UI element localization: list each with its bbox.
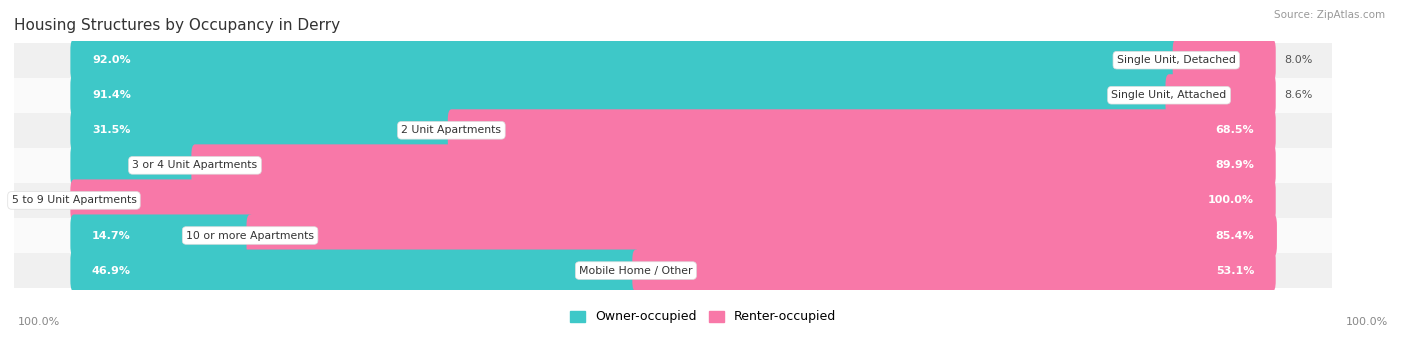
Legend: Owner-occupied, Renter-occupied: Owner-occupied, Renter-occupied [565,306,841,328]
Text: 85.4%: 85.4% [1216,231,1254,240]
FancyBboxPatch shape [70,39,1180,81]
FancyBboxPatch shape [14,148,1331,183]
Text: Source: ZipAtlas.com: Source: ZipAtlas.com [1274,10,1385,20]
Text: 10 or more Apartments: 10 or more Apartments [186,231,314,240]
FancyBboxPatch shape [14,218,1331,253]
FancyBboxPatch shape [70,214,253,256]
FancyBboxPatch shape [633,250,1275,292]
Text: Housing Structures by Occupancy in Derry: Housing Structures by Occupancy in Derry [14,18,340,33]
Text: 100.0%: 100.0% [18,317,60,327]
Text: 10.1%: 10.1% [148,160,183,170]
FancyBboxPatch shape [447,109,1275,151]
FancyBboxPatch shape [14,113,1331,148]
FancyBboxPatch shape [70,179,1275,222]
Text: 8.0%: 8.0% [1284,55,1312,65]
FancyBboxPatch shape [246,214,1277,256]
Text: 14.7%: 14.7% [91,231,131,240]
FancyBboxPatch shape [1173,39,1275,81]
FancyBboxPatch shape [14,43,1331,78]
Text: 68.5%: 68.5% [1216,125,1254,135]
FancyBboxPatch shape [70,144,198,187]
Text: 100.0%: 100.0% [1208,195,1254,205]
Text: 46.9%: 46.9% [91,266,131,276]
FancyBboxPatch shape [14,253,1331,288]
Text: 100.0%: 100.0% [1346,317,1388,327]
Text: 3 or 4 Unit Apartments: 3 or 4 Unit Apartments [132,160,257,170]
Text: 8.6%: 8.6% [1284,90,1312,100]
FancyBboxPatch shape [191,144,1275,187]
Text: Single Unit, Attached: Single Unit, Attached [1112,90,1226,100]
FancyBboxPatch shape [1166,74,1275,116]
FancyBboxPatch shape [70,250,640,292]
FancyBboxPatch shape [14,183,1331,218]
FancyBboxPatch shape [14,78,1331,113]
Text: 2 Unit Apartments: 2 Unit Apartments [401,125,502,135]
Text: 31.5%: 31.5% [91,125,131,135]
FancyBboxPatch shape [70,74,1173,116]
Text: 5 to 9 Unit Apartments: 5 to 9 Unit Apartments [11,195,136,205]
Text: Mobile Home / Other: Mobile Home / Other [579,266,693,276]
Text: 53.1%: 53.1% [1216,266,1254,276]
Text: 92.0%: 92.0% [91,55,131,65]
FancyBboxPatch shape [70,109,456,151]
Text: 0.0%: 0.0% [34,195,62,205]
Text: Single Unit, Detached: Single Unit, Detached [1116,55,1236,65]
Text: 91.4%: 91.4% [91,90,131,100]
Text: 89.9%: 89.9% [1215,160,1254,170]
